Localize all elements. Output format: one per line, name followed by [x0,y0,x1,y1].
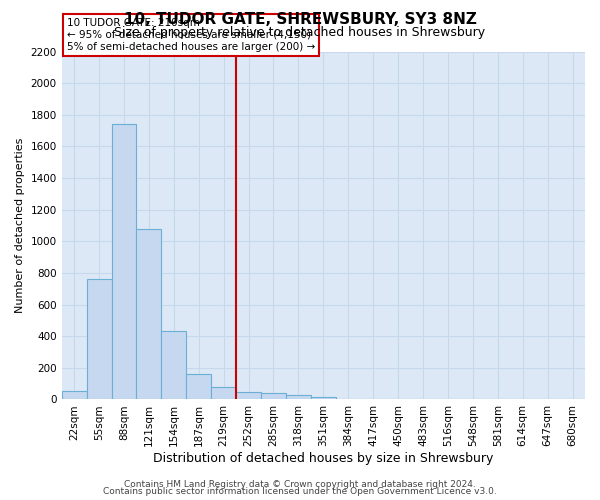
Bar [211,387,236,400]
Bar [112,124,136,400]
Bar [261,393,286,400]
Text: 10 TUDOR GATE: 210sqm
← 95% of detached houses are smaller (4,150)
5% of semi-de: 10 TUDOR GATE: 210sqm ← 95% of detached … [67,18,315,52]
Bar [286,395,311,400]
Bar [86,280,112,400]
Text: 10, TUDOR GATE, SHREWSBURY, SY3 8NZ: 10, TUDOR GATE, SHREWSBURY, SY3 8NZ [124,12,476,28]
Bar [311,396,336,400]
Bar [236,392,261,400]
X-axis label: Distribution of detached houses by size in Shrewsbury: Distribution of detached houses by size … [153,452,494,465]
Bar [62,391,86,400]
Bar [161,332,186,400]
Bar [186,374,211,400]
Bar [136,230,161,400]
Text: Contains public sector information licensed under the Open Government Licence v3: Contains public sector information licen… [103,487,497,496]
Text: Contains HM Land Registry data © Crown copyright and database right 2024.: Contains HM Land Registry data © Crown c… [124,480,476,489]
Y-axis label: Number of detached properties: Number of detached properties [15,138,25,313]
Text: Size of property relative to detached houses in Shrewsbury: Size of property relative to detached ho… [115,26,485,39]
